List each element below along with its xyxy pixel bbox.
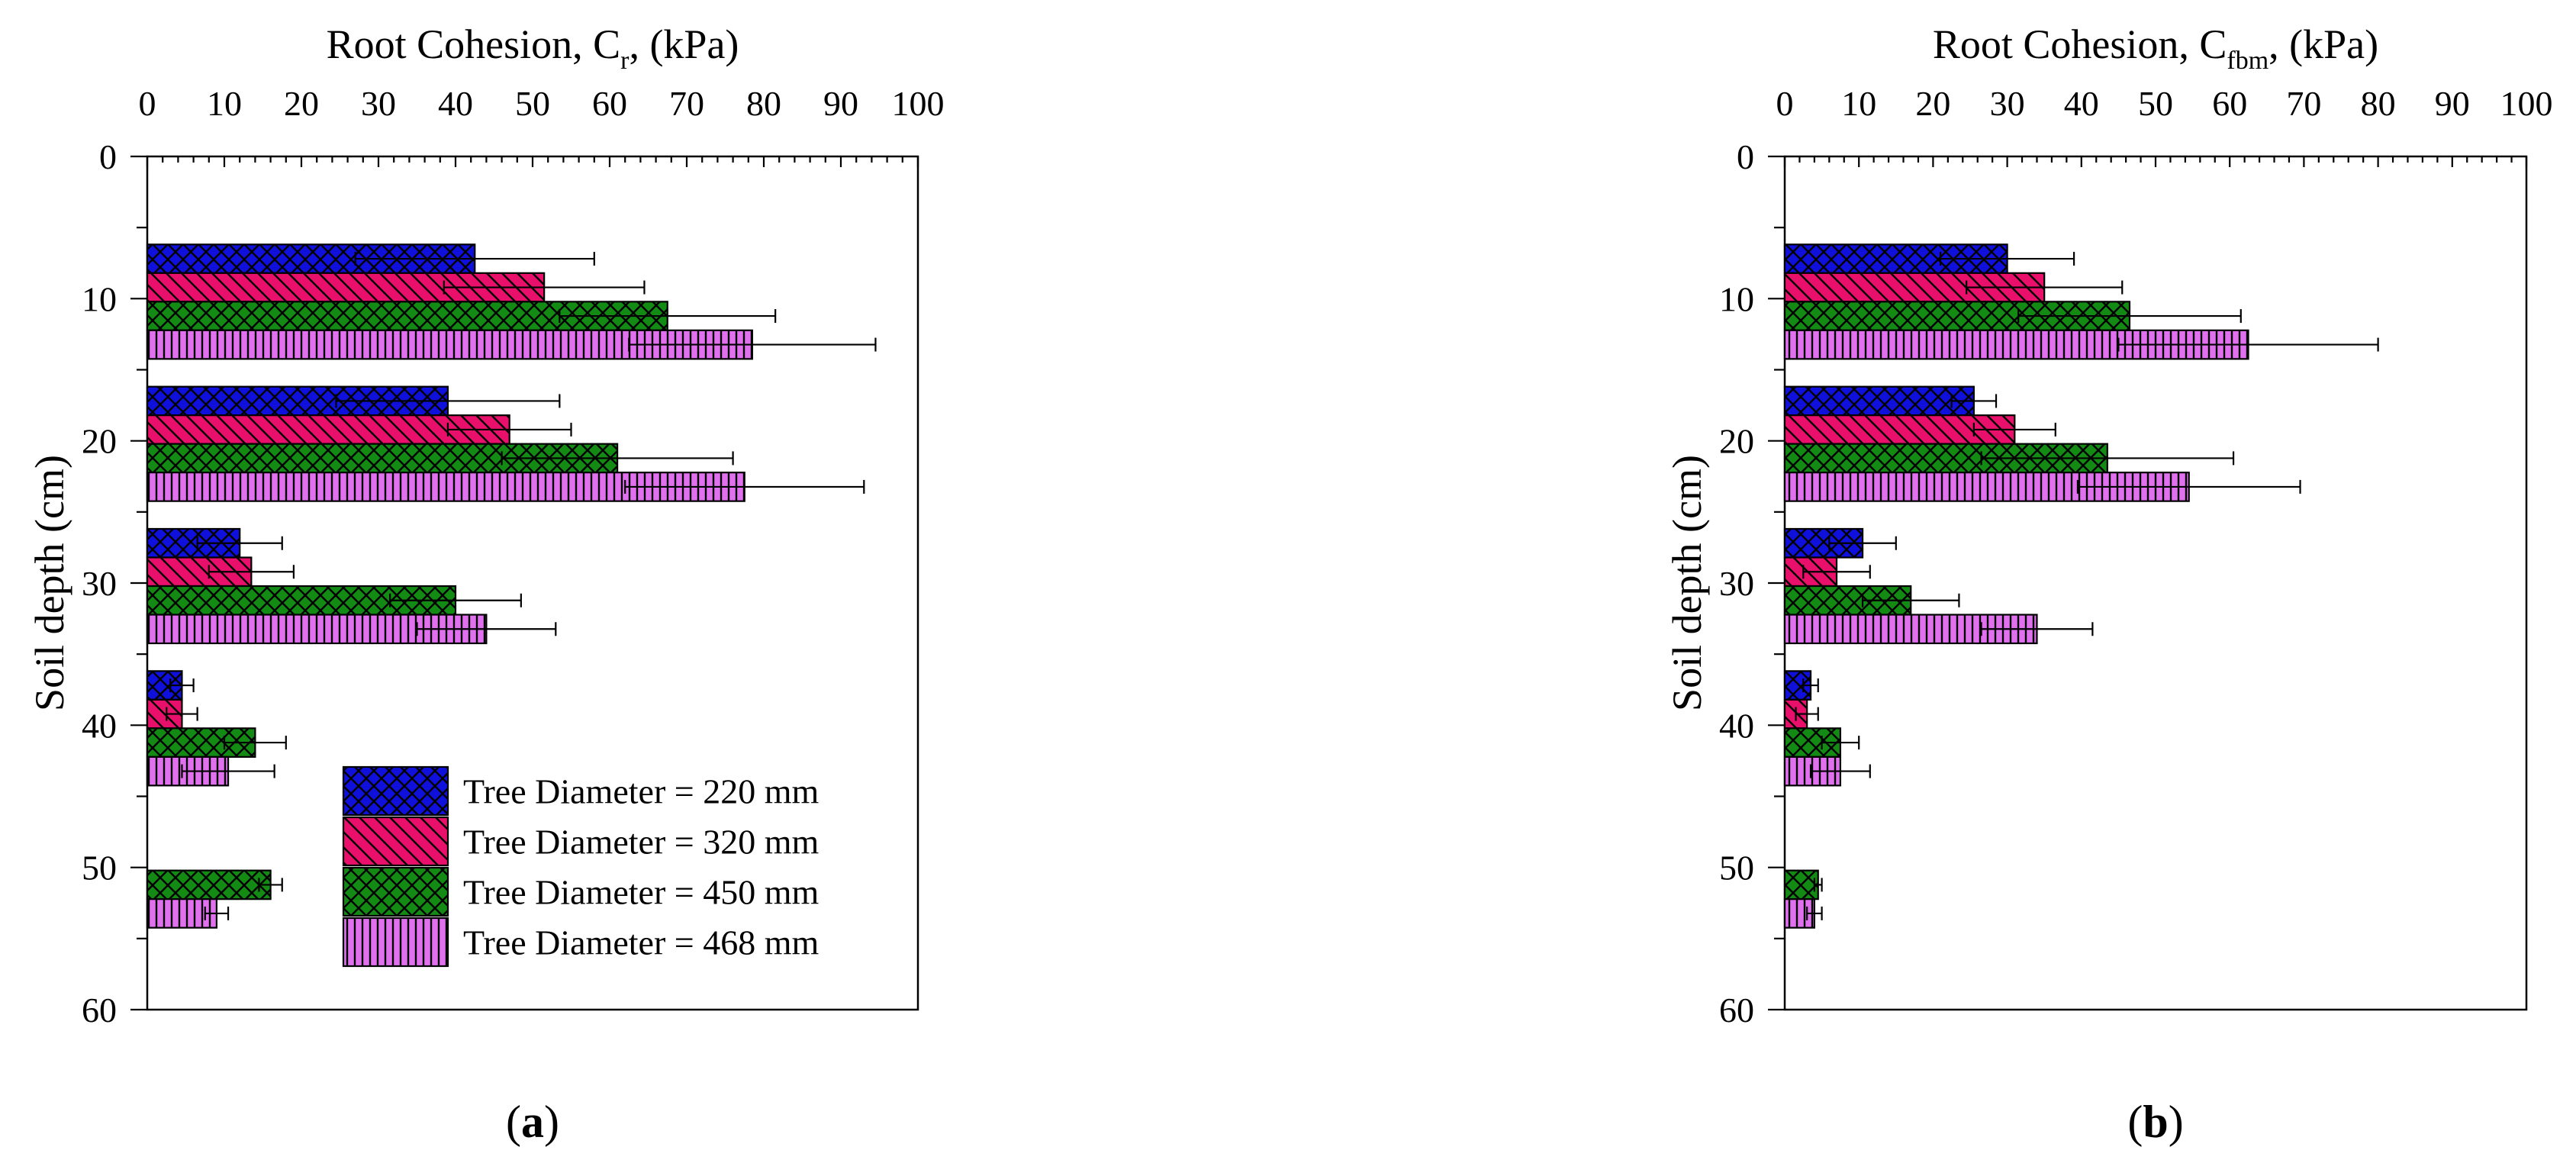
y-tick-label: 40: [82, 706, 117, 745]
x-tick-label: 80: [746, 84, 781, 123]
error-bar-a-10-1: [443, 280, 646, 295]
error-bar-b-10-0: [1940, 252, 2075, 266]
x-tick-label: 90: [2435, 84, 2470, 123]
error-bar-a-50-2: [258, 878, 283, 892]
legend-label-2: Tree Diameter = 450 mm: [463, 873, 819, 912]
legend-swatch-0: [342, 765, 449, 817]
error-bar-b-10-3: [2117, 337, 2379, 352]
x-tick-label: 30: [1990, 84, 2025, 123]
error-bar-b-40-1: [1795, 707, 1819, 721]
y-tick-label: 30: [82, 564, 117, 603]
y-tick-label: 10: [82, 279, 117, 318]
x-tick-label: 50: [515, 84, 550, 123]
legend-swatch-2: [342, 866, 449, 917]
error-bar-b-10-1: [1966, 280, 2124, 295]
error-bar-a-30-2: [389, 593, 522, 607]
error-bar-a-20-2: [501, 451, 734, 466]
error-bar-a-20-3: [624, 479, 865, 494]
legend-swatch-3: [342, 917, 449, 968]
error-bar-b-30-3: [1980, 622, 2094, 636]
y-tick-label: 0: [99, 137, 117, 176]
error-bar-a-40-3: [181, 764, 275, 778]
error-bar-b-20-0: [1950, 394, 1998, 408]
x-tick-label: 100: [2500, 84, 2553, 123]
error-bar-a-20-1: [446, 422, 572, 437]
y-tick-label: 0: [1737, 137, 1754, 176]
error-bar-b-50-3: [1806, 906, 1823, 920]
y-tick-label: 40: [1719, 706, 1754, 745]
error-bar-a-10-3: [628, 337, 877, 352]
legend-label-3: Tree Diameter = 468 mm: [463, 923, 819, 962]
error-bar-a-40-2: [223, 736, 287, 750]
x-tick-label: 30: [361, 84, 396, 123]
x-tick-label: 0: [139, 84, 156, 123]
y-tick-label: 30: [1719, 564, 1754, 603]
legend-swatch-1: [342, 816, 449, 867]
bar-a-50-2: [146, 869, 272, 901]
error-bar-a-10-0: [354, 252, 595, 266]
x-tick-label: 60: [2212, 84, 2247, 123]
x-tick-label: 20: [1915, 84, 1950, 123]
error-bar-b-30-1: [1802, 565, 1871, 579]
x-tick-label: 50: [2138, 84, 2173, 123]
bar-a-20-1: [146, 414, 510, 445]
y-tick-label: 50: [82, 849, 117, 888]
x-tick-label: 10: [1841, 84, 1876, 123]
panel-label: (b): [2127, 1097, 2183, 1147]
error-bar-b-40-2: [1821, 736, 1860, 750]
y-axis-label: Soil depth (cm): [27, 455, 72, 711]
y-tick-label: 50: [1719, 849, 1754, 888]
error-bar-b-40-3: [1809, 764, 1871, 778]
y-tick-label: 10: [1719, 279, 1754, 318]
x-tick-label: 80: [2361, 84, 2396, 123]
panel-b: 0 10 20 30 40 50 60 70 80 90 100 0 10 20 30 40 50 60 Root …: [1664, 21, 2553, 1147]
y-tick-label: 60: [82, 991, 117, 1029]
x-tick-label: 20: [284, 84, 319, 123]
error-bar-a-40-1: [166, 707, 198, 721]
y-tick-label: 60: [1719, 991, 1754, 1029]
panel-a: 0 10 20 30 40 50 60 70 80 90 100 0 10 20 30 40 50 60 Root …: [27, 21, 945, 1147]
bar-b-50-2: [1783, 869, 1819, 901]
error-bar-a-40-0: [169, 678, 195, 693]
bar-b-20-0: [1783, 385, 1975, 417]
error-bar-b-30-2: [1861, 593, 1960, 607]
y-axis-label: Soil depth (cm): [1664, 455, 1710, 711]
error-bar-a-30-3: [416, 622, 557, 636]
x-tick-label: 100: [892, 84, 945, 123]
y-tick-label: 20: [82, 422, 117, 461]
error-bar-a-10-2: [559, 309, 777, 324]
legend: Tree Diameter = 220 mm Tree Diameter = 32…: [342, 765, 819, 968]
x-tick-label: 70: [669, 84, 704, 123]
error-bar-b-50-2: [1813, 878, 1823, 892]
legend-label-1: Tree Diameter = 320 mm: [463, 823, 819, 862]
panel-label: (a): [506, 1097, 559, 1147]
error-bar-b-10-2: [2017, 309, 2242, 324]
error-bar-a-20-0: [335, 394, 561, 408]
x-tick-label: 60: [592, 84, 627, 123]
error-bar-b-20-2: [1980, 451, 2235, 466]
x-tick-label: 10: [207, 84, 242, 123]
error-bar-a-30-1: [208, 565, 295, 579]
error-bar-a-30-0: [196, 536, 283, 550]
error-bar-b-40-0: [1802, 678, 1819, 693]
x-tick-label: 90: [823, 84, 858, 123]
x-axis-title: Root Cohesion, Cfbm, (kPa): [1933, 21, 2378, 75]
error-bar-b-30-0: [1828, 536, 1897, 550]
y-tick-label: 20: [1719, 422, 1754, 461]
x-tick-label: 40: [438, 84, 473, 123]
x-tick-label: 0: [1776, 84, 1794, 123]
x-tick-label: 40: [2064, 84, 2099, 123]
error-bar-a-50-3: [204, 906, 230, 920]
x-axis-title: Root Cohesion, Cr, (kPa): [327, 21, 739, 75]
error-bar-b-20-3: [2076, 479, 2301, 494]
x-tick-label: 70: [2286, 84, 2321, 123]
legend-label-0: Tree Diameter = 220 mm: [463, 772, 819, 811]
error-bar-b-20-1: [1972, 422, 2056, 437]
